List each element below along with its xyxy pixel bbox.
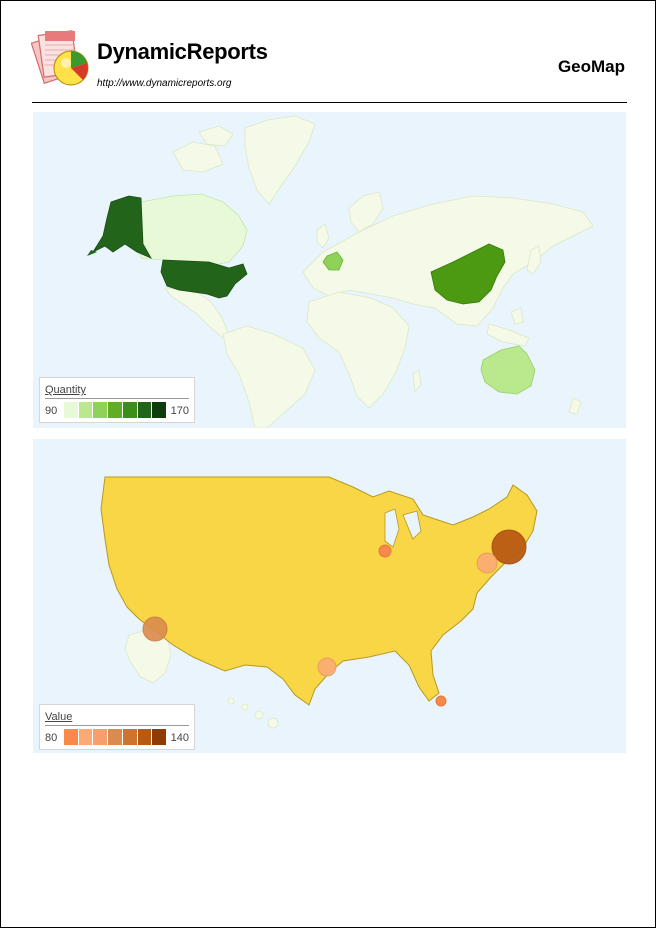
brand-name: DynamicReports (97, 39, 268, 64)
philippines-region (510, 307, 524, 325)
australia-region[interactable] (480, 345, 536, 395)
quantity-scale-step (93, 402, 109, 418)
quantity-legend-min: 90 (45, 405, 58, 417)
world-geo-map[interactable]: Quantity 90 170 (33, 112, 626, 428)
new-york-marker[interactable] (491, 529, 527, 565)
usa-region[interactable] (160, 259, 248, 299)
legend-underline (45, 398, 189, 399)
china-region[interactable] (430, 243, 506, 305)
quantity-legend-title: Quantity (45, 384, 86, 396)
value-legend-title: Value (45, 711, 73, 723)
value-scale-step (78, 729, 94, 745)
hawaii-region (227, 697, 279, 729)
los-angeles-marker[interactable] (142, 616, 168, 642)
chicago-marker[interactable] (378, 544, 392, 558)
report-title: GeoMap (557, 57, 625, 76)
value-legend-min: 80 (45, 732, 58, 744)
value-color-scale (64, 729, 168, 745)
aleutian-islands-region[interactable] (87, 250, 97, 256)
value-scale-step (122, 729, 138, 745)
madagascar-region (412, 369, 422, 394)
usa-geo-map[interactable]: Value 80 140 (33, 439, 626, 753)
world-map-svg (87, 115, 594, 428)
new-zealand-region (568, 397, 582, 415)
miami-marker[interactable] (435, 695, 447, 707)
uk-region (316, 223, 330, 249)
canada-region[interactable] (140, 193, 248, 267)
lake-huron-shape (402, 510, 422, 540)
value-legend: Value 80 140 (39, 704, 195, 750)
legend-underline (45, 725, 189, 726)
usa-map-svg (100, 476, 538, 729)
quantity-legend: Quantity 90 170 (39, 377, 195, 423)
value-scale-step (64, 729, 79, 745)
quantity-scale-step (152, 402, 168, 418)
arctic-islands-region (198, 125, 234, 147)
header-divider (32, 102, 627, 103)
quantity-scale-step (137, 402, 153, 418)
philadelphia-marker[interactable] (476, 552, 498, 574)
south-america-region (222, 325, 316, 428)
brand-url: http://www.dynamicreports.org (97, 78, 232, 89)
value-scale-step (93, 729, 109, 745)
indonesia-region (486, 323, 530, 347)
mexico-region (164, 287, 230, 339)
alaska-region[interactable] (91, 195, 152, 259)
france-region[interactable] (322, 251, 344, 271)
quantity-legend-max: 170 (170, 405, 189, 417)
contiguous-usa-region[interactable] (100, 476, 538, 706)
arctic-islands-region (172, 141, 224, 173)
dynamicreports-logo-icon (31, 30, 89, 86)
japan-region (526, 245, 542, 275)
quantity-color-scale (64, 402, 168, 418)
scandinavia-region (348, 191, 384, 233)
quantity-scale-step (78, 402, 94, 418)
value-scale-step (137, 729, 153, 745)
africa-region (306, 291, 410, 409)
value-scale-step (108, 729, 123, 745)
quantity-scale-step (64, 402, 79, 418)
quantity-scale-step (108, 402, 123, 418)
lake-michigan-shape (384, 508, 400, 548)
value-scale-step (152, 729, 168, 745)
quantity-scale-step (122, 402, 138, 418)
value-legend-max: 140 (170, 732, 189, 744)
greenland-region (244, 115, 316, 205)
houston-marker[interactable] (317, 657, 337, 677)
